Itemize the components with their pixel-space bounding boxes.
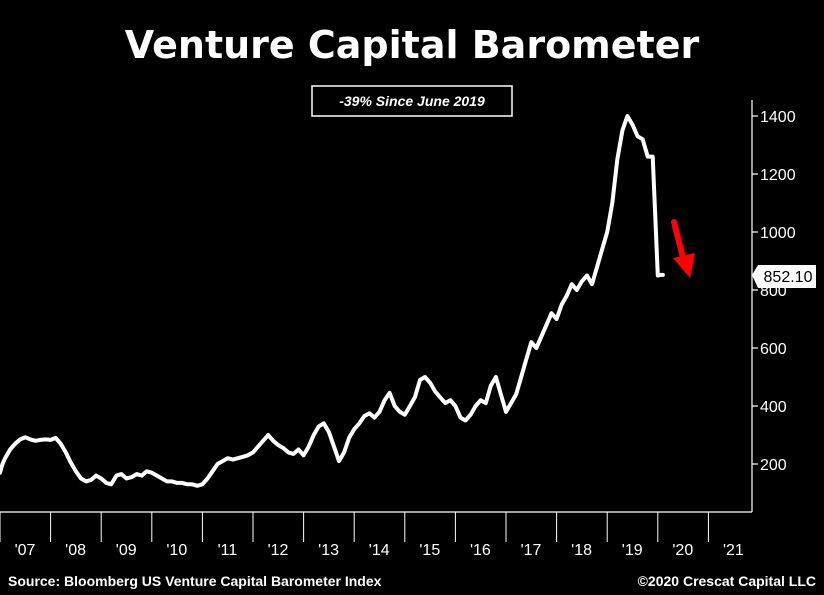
chart-title: Venture Capital Barometer xyxy=(125,23,700,67)
y-tick-label: 400 xyxy=(760,399,787,416)
x-tick-label: '09 xyxy=(116,542,137,559)
x-tick-label: '16 xyxy=(470,542,491,559)
x-tick-label: '20 xyxy=(672,542,693,559)
last-value-label: 852.10 xyxy=(764,269,813,286)
annotation-box xyxy=(311,85,513,117)
x-tick-label: '10 xyxy=(166,542,187,559)
y-tick-label: 600 xyxy=(760,341,787,358)
x-tick-label: '14 xyxy=(369,542,390,559)
x-tick-label: '18 xyxy=(571,542,592,559)
x-tick-label: '13 xyxy=(318,542,339,559)
y-tick-label: 1400 xyxy=(760,109,796,126)
x-tick-label: '19 xyxy=(622,542,643,559)
y-tick-label: 1200 xyxy=(760,167,796,184)
last-value-marker: 852.10 xyxy=(752,265,816,288)
x-tick-label: '08 xyxy=(65,542,86,559)
series-line xyxy=(0,114,665,488)
x-tick-label: '12 xyxy=(268,542,289,559)
x-tick-label: '17 xyxy=(521,542,542,559)
source-text: Source: Bloomberg US Venture Capital Bar… xyxy=(8,573,382,589)
x-tick-label: '15 xyxy=(419,542,440,559)
x-axis-ticks: '07 '08 '09 '10 '11 '12 '13 '14 '15 '16 '17 '18 '19 '… xyxy=(0,512,744,559)
y-tick-label: 200 xyxy=(760,457,787,474)
down-arrow-icon xyxy=(671,219,695,278)
x-tick-label: '07 xyxy=(15,542,36,559)
x-tick-label: '21 xyxy=(723,542,744,559)
x-tick-label: '11 xyxy=(218,542,238,559)
y-tick-label: 1000 xyxy=(760,225,796,242)
copyright-text: ©2020 Crescat Capital LLC xyxy=(638,573,816,589)
annotation-text: -39% Since June 2019 xyxy=(339,93,485,109)
